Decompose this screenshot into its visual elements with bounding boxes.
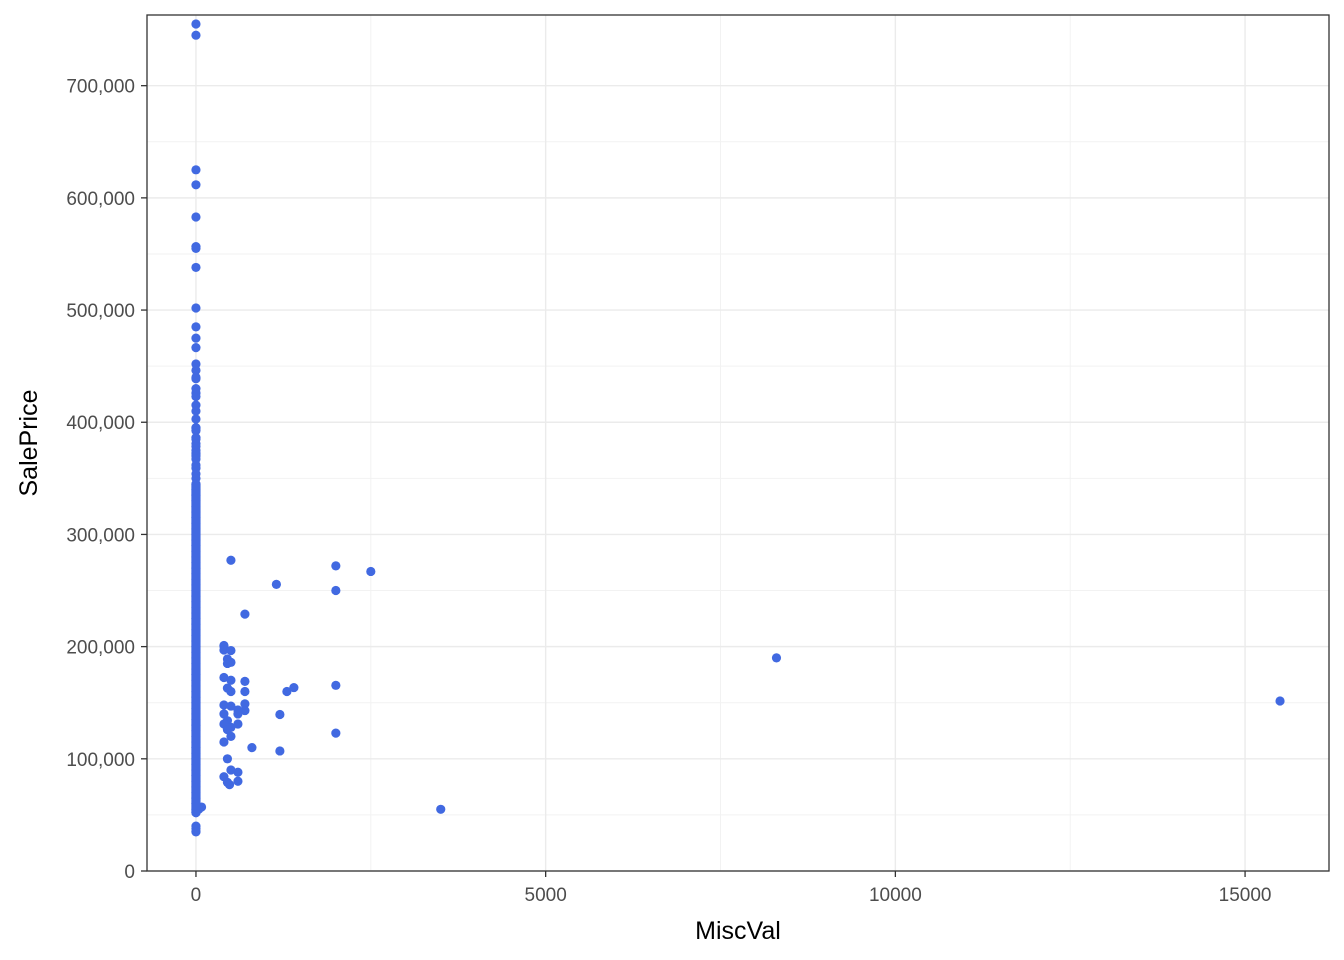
data-point: [222, 754, 233, 764]
data-point: [226, 731, 236, 741]
data-point: [233, 719, 243, 729]
x-tick-label: 15000: [1219, 885, 1272, 906]
data-point: [191, 180, 201, 190]
x-axis-title: MiscVal: [695, 917, 781, 945]
data-point: [219, 645, 229, 655]
data-point: [331, 728, 341, 738]
data-point: [275, 709, 285, 720]
x-tick-label: 5000: [525, 885, 567, 906]
data-point: [331, 680, 341, 690]
data-point: [191, 303, 201, 313]
data-point: [240, 676, 250, 687]
data-point: [219, 700, 229, 710]
data-point: [191, 262, 201, 273]
y-tick-label: 700,000: [66, 77, 135, 98]
x-axis: 0 5000 10000 15000: [191, 871, 1272, 906]
y-axis-title: SalePrice: [15, 390, 43, 497]
data-point: [191, 414, 201, 424]
plot-panel: [147, 15, 1329, 871]
data-point: [233, 709, 243, 719]
data-points: [191, 19, 1285, 837]
data-point: [240, 705, 250, 716]
data-point: [240, 686, 250, 697]
data-point: [366, 566, 376, 577]
y-tick-label: 400,000: [66, 413, 135, 434]
data-point: [436, 804, 446, 814]
y-tick-label: 600,000: [66, 189, 135, 210]
y-tick-label: 0: [124, 862, 135, 883]
y-axis: 0 100,000 200,000 300,000 400,000 500,000 600,…: [66, 77, 147, 883]
data-point: [191, 19, 201, 29]
data-point: [191, 391, 201, 402]
data-point: [191, 343, 201, 353]
data-point: [240, 699, 250, 709]
data-point: [191, 165, 201, 175]
y-tick-label: 300,000: [66, 525, 135, 546]
data-point: [226, 686, 236, 697]
data-point: [224, 780, 235, 790]
y-tick-label: 100,000: [66, 750, 135, 771]
data-point: [191, 365, 201, 375]
data-point: [275, 746, 285, 756]
data-point: [191, 374, 201, 384]
data-point: [191, 212, 201, 222]
data-point: [331, 585, 341, 596]
data-point: [191, 322, 201, 332]
x-tick-label: 0: [191, 885, 202, 906]
data-point: [226, 701, 236, 711]
data-point: [240, 609, 250, 619]
data-point: [271, 579, 281, 589]
data-point: [226, 657, 236, 667]
data-point: [1275, 696, 1285, 706]
data-point: [191, 827, 201, 837]
data-point: [226, 555, 236, 565]
data-point: [226, 765, 236, 775]
data-point: [191, 359, 201, 369]
plot-border: [146, 14, 1330, 872]
data-point: [191, 406, 201, 416]
minor-gridlines: [147, 15, 1329, 871]
data-point: [191, 30, 201, 40]
data-point: [233, 767, 243, 777]
data-point: [331, 561, 341, 571]
data-point: [233, 776, 243, 786]
data-point: [191, 426, 201, 436]
data-point: [226, 675, 236, 685]
data-point: [219, 737, 229, 747]
data-point: [219, 672, 229, 683]
y-tick-label: 200,000: [66, 638, 135, 659]
x-tick-label: 10000: [869, 885, 922, 906]
data-point: [191, 243, 201, 253]
data-point: [771, 653, 782, 663]
data-point: [191, 333, 201, 343]
y-tick-label: 500,000: [66, 301, 135, 322]
data-point: [247, 742, 257, 753]
data-point: [282, 686, 292, 697]
data-point: [226, 645, 236, 656]
data-point: [289, 682, 299, 693]
